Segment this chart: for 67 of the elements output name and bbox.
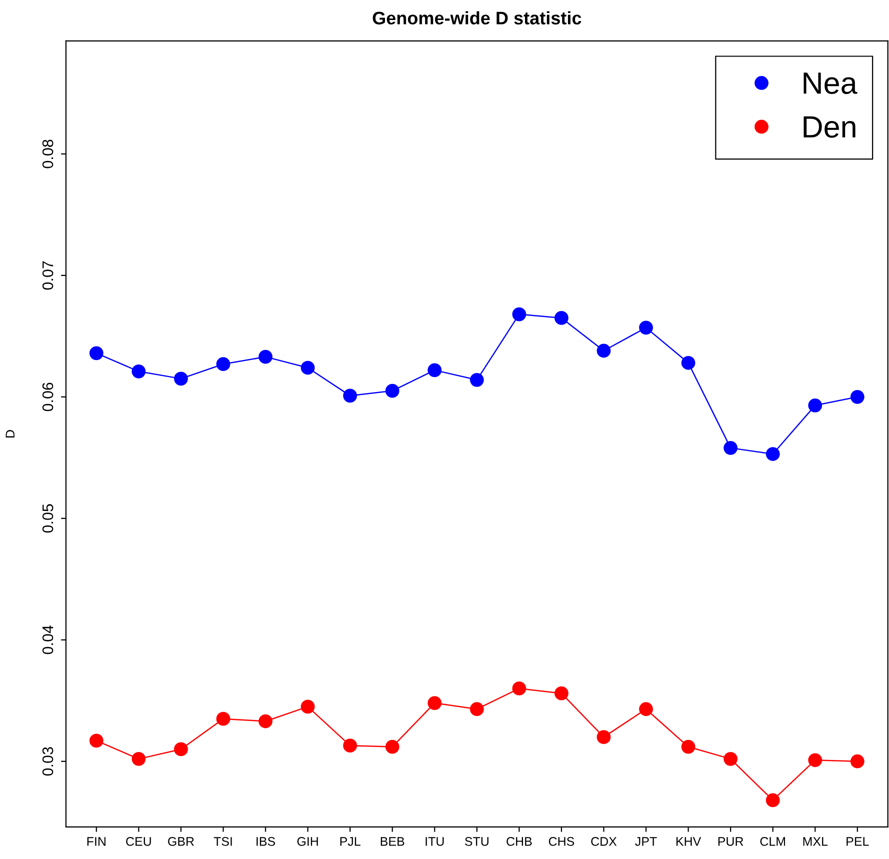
point (724, 440, 738, 455)
x-tick-label: PUR (718, 837, 744, 846)
point (512, 682, 526, 696)
point (428, 363, 442, 378)
point (554, 686, 568, 700)
point (639, 320, 653, 335)
point (174, 742, 188, 756)
y-tick-label: 0.04 (42, 625, 54, 654)
point (808, 398, 822, 412)
point (766, 447, 780, 461)
x-tick-label: MXL (803, 837, 828, 846)
x-tick-label: CDX (591, 837, 617, 846)
point (343, 388, 358, 403)
chart-title: Genome-wide D statistic (372, 11, 582, 24)
y-tick-label: 0.06 (42, 382, 54, 412)
point (428, 696, 442, 710)
x-tick-label: GBR (168, 837, 194, 846)
point (639, 702, 653, 716)
point (596, 730, 611, 744)
point (850, 754, 864, 768)
point (300, 360, 315, 375)
point (89, 734, 104, 748)
legend-label: Den (804, 116, 856, 138)
y-tick-label: 0.03 (42, 747, 54, 776)
point (132, 364, 146, 378)
x-tick-label: BEB (380, 837, 404, 846)
legend-label: Nea (804, 72, 858, 94)
point (216, 712, 230, 726)
point (300, 700, 315, 714)
point (385, 740, 400, 754)
x-tick-label: ITU (426, 837, 444, 846)
point (89, 346, 104, 360)
point (470, 372, 484, 387)
point (343, 738, 358, 753)
point (132, 752, 146, 766)
point (385, 384, 400, 398)
x-tick-label: TSI (214, 837, 232, 846)
x-tick-label: CHB (506, 837, 532, 846)
y-tick-label: 0.08 (42, 140, 54, 168)
point (512, 307, 526, 322)
y-tick-label: 0.05 (42, 504, 54, 533)
point (850, 390, 864, 404)
x-tick-label: GIH (297, 837, 318, 846)
point (766, 793, 780, 808)
x-tick-label: JPT (635, 837, 657, 846)
point (808, 753, 822, 768)
x-tick-label: CLM (760, 837, 786, 846)
point (258, 350, 272, 364)
point (258, 714, 272, 728)
x-tick-label: STU (464, 837, 488, 846)
x-tick-label: PEL (846, 837, 869, 846)
point (724, 752, 738, 766)
x-tick-label: KHV (676, 837, 702, 846)
point (470, 702, 484, 716)
x-tick-label: PJL (340, 837, 360, 846)
point (681, 356, 696, 370)
x-tick-label: CHS (548, 837, 574, 846)
x-tick-label: FIN (87, 837, 106, 846)
y-tick-label: 0.07 (42, 261, 54, 290)
point (554, 311, 568, 325)
x-tick-label: IBS (256, 837, 276, 846)
y-axis-title: D (6, 430, 14, 438)
point (681, 740, 696, 754)
point (174, 372, 188, 386)
point (216, 357, 230, 372)
x-tick-label: CEU (126, 837, 151, 846)
point (596, 344, 611, 358)
